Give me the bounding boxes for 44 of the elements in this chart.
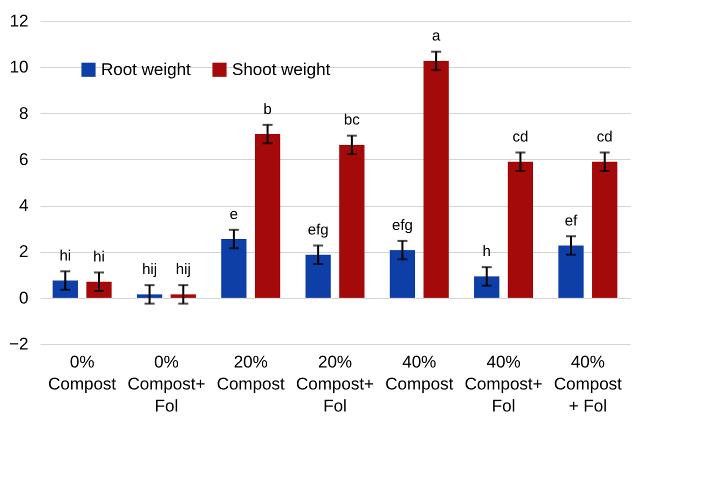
data-label: b [263, 100, 272, 118]
data-label: cd [596, 128, 613, 146]
bar [592, 162, 618, 298]
y-tick-label: 0 [19, 288, 28, 308]
bar [424, 60, 449, 298]
data-label: ef [564, 212, 578, 230]
y-tick-label: −2 [9, 334, 28, 354]
data-label: hi [59, 247, 72, 264]
x-tick-label: 20% Compost+ Fol [296, 352, 374, 416]
data-label: hi [93, 248, 105, 266]
bar [508, 162, 534, 298]
data-label: hij [176, 261, 191, 278]
bar [306, 254, 331, 298]
bar [254, 134, 280, 298]
data-label: cd [512, 128, 528, 146]
bar [170, 294, 196, 298]
data-label: e [230, 206, 238, 223]
legend-label: Root weight [101, 60, 192, 79]
bar [390, 250, 416, 298]
bar [136, 294, 162, 298]
bar [221, 239, 246, 298]
data-label: efg [392, 216, 413, 234]
x-tick-label: 40% Compost+ Fol [464, 352, 543, 416]
x-tick-label: 40% Compost [385, 352, 454, 394]
y-tick-label: 8 [19, 104, 28, 123]
y-tick-label: 2 [19, 242, 28, 262]
y-tick-label: 12 [10, 12, 28, 30]
bar [339, 144, 364, 298]
data-label: hij [142, 261, 158, 278]
y-tick-label: 6 [19, 150, 28, 169]
data-label: efg [308, 221, 329, 238]
data-label: a [432, 28, 441, 45]
x-tick-label: 40% Compost + Fol [554, 352, 622, 416]
x-tick-label: 0% Compost+ Fol [127, 352, 206, 416]
y-tick-label: 10 [10, 58, 28, 77]
bar [52, 280, 78, 298]
y-tick-label: 4 [19, 196, 28, 216]
data-label: h [482, 243, 491, 260]
legend-label: Shoot weight [232, 60, 331, 79]
data-label: bc [344, 112, 360, 129]
bar [474, 276, 500, 298]
x-tick-label: 20% Compost [216, 352, 285, 394]
bar [558, 245, 584, 298]
x-tick-label: 0% Compost [48, 352, 116, 394]
